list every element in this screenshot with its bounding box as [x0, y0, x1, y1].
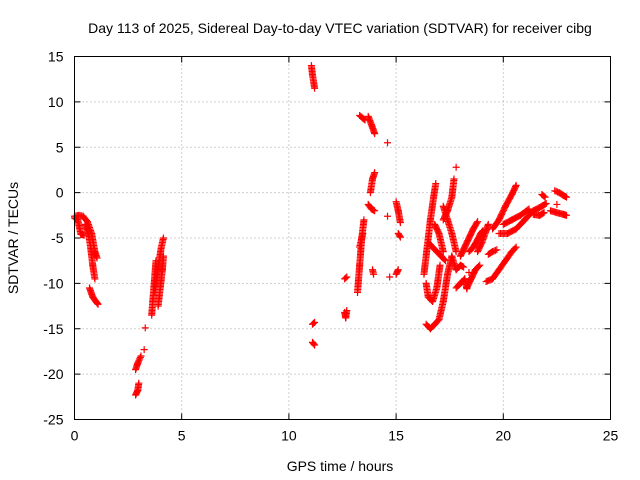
data-point	[159, 252, 167, 260]
chart-title: Day 113 of 2025, Sidereal Day-to-day VTE…	[88, 20, 592, 36]
data-point	[563, 193, 571, 201]
x-tick-label: 10	[281, 428, 297, 444]
data-point	[441, 257, 449, 265]
data-point	[140, 346, 148, 354]
data-point	[311, 84, 319, 92]
data-point	[539, 209, 547, 217]
data-point	[540, 192, 548, 200]
x-axis-label: GPS time / hours	[287, 458, 394, 474]
data-point	[396, 232, 404, 240]
data-point	[94, 300, 102, 308]
data-point	[512, 243, 520, 251]
data-point	[452, 248, 460, 256]
y-tick-label: -15	[43, 321, 63, 337]
data-point	[476, 261, 484, 269]
data-point	[141, 324, 149, 332]
data-point	[436, 261, 444, 269]
data-point	[310, 340, 318, 348]
data-point	[512, 183, 520, 191]
data-point	[159, 234, 167, 242]
data-point	[553, 200, 561, 208]
data-point	[396, 233, 404, 241]
data-point	[137, 352, 145, 360]
data-point	[370, 270, 378, 278]
y-tick-label: 15	[48, 49, 64, 65]
data-point	[511, 244, 519, 252]
data-points	[71, 62, 571, 399]
data-point	[473, 219, 481, 227]
data-point	[386, 273, 394, 281]
x-tick-label: 15	[388, 428, 404, 444]
data-point	[491, 246, 499, 254]
data-point	[493, 246, 501, 254]
data-point	[541, 193, 549, 201]
data-point	[542, 200, 550, 208]
plot-frame	[74, 56, 611, 420]
data-point	[525, 205, 533, 213]
data-point	[310, 319, 318, 327]
y-axis-label: SDTVAR / TECUs	[5, 182, 21, 294]
data-point	[524, 206, 532, 214]
data-point	[474, 218, 482, 226]
data-point	[439, 248, 447, 256]
data-point	[135, 379, 143, 387]
data-point	[563, 211, 571, 219]
grid-lines	[74, 56, 611, 420]
data-point	[93, 299, 101, 307]
data-point	[465, 268, 473, 276]
x-tick-label: 20	[496, 428, 512, 444]
y-tick-label: 10	[48, 94, 64, 110]
y-tick-label: -10	[43, 275, 63, 291]
data-point	[484, 220, 492, 228]
data-point	[311, 318, 319, 326]
data-point	[396, 219, 404, 227]
data-point	[512, 181, 520, 189]
data-point	[541, 200, 549, 208]
data-point	[452, 163, 460, 171]
data-point	[342, 274, 350, 282]
data-point	[343, 273, 351, 281]
data-point	[475, 262, 483, 270]
y-tick-label: 0	[56, 185, 64, 201]
data-point	[370, 206, 378, 214]
data-point	[460, 263, 468, 271]
data-point	[432, 180, 440, 188]
data-point	[384, 139, 392, 147]
data-point	[343, 307, 351, 315]
y-tick-labels: 15 10 5 0 -5 -10 -15 -20 -25	[43, 49, 63, 428]
data-point	[136, 353, 144, 361]
data-point	[440, 256, 448, 264]
data-point	[371, 207, 379, 215]
x-tick-label: 0	[71, 428, 79, 444]
y-tick-label: 5	[56, 139, 64, 155]
data-point	[459, 262, 467, 270]
y-tick-label: -20	[43, 366, 63, 382]
x-tick-labels: 0 5 10 15 20 25	[71, 428, 619, 444]
data-point	[311, 341, 319, 349]
data-point	[540, 209, 548, 217]
data-point	[384, 212, 392, 220]
data-point	[91, 275, 99, 283]
data-point	[561, 193, 569, 201]
x-tick-label: 25	[603, 428, 619, 444]
x-tick-label: 5	[178, 428, 186, 444]
data-point	[359, 229, 367, 237]
y-tick-label: -25	[43, 412, 63, 428]
y-tick-label: -5	[51, 230, 64, 246]
data-point	[394, 266, 402, 274]
data-point	[371, 169, 379, 177]
data-point	[360, 216, 368, 224]
data-point	[371, 130, 379, 138]
data-point	[450, 175, 458, 183]
